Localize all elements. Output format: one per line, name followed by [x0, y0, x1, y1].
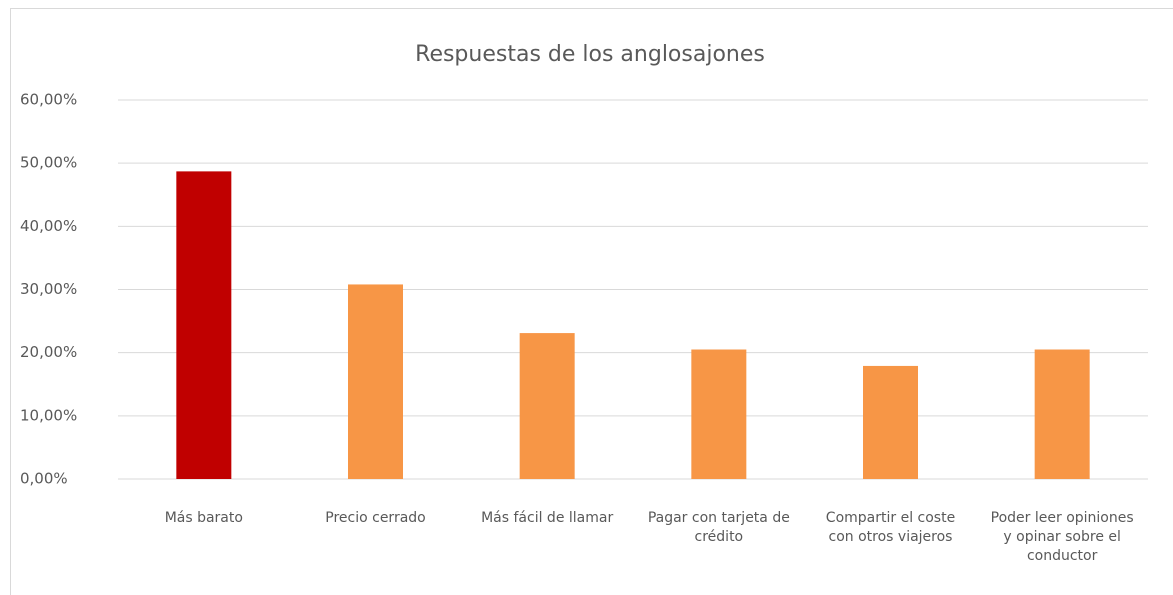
x-tick-label: Más fácil de llamar [481, 510, 614, 526]
y-tick-label: 10,00% [20, 406, 77, 424]
x-tick-label: Compartir el coste con otros viajeros [825, 510, 956, 545]
bar [691, 349, 747, 479]
y-tick-label: 0,00% [20, 470, 68, 488]
bar [176, 171, 232, 479]
chart-title: Respuestas de los anglosajones [415, 42, 765, 67]
x-tick-label: Poder leer opiniones y opinar sobre el c… [990, 510, 1134, 564]
y-tick-label: 20,00% [20, 343, 77, 361]
x-tick-label: Más barato [164, 510, 243, 526]
y-tick-label: 60,00% [20, 91, 77, 109]
bar [519, 333, 575, 479]
y-tick-label: 40,00% [20, 217, 77, 235]
x-tick-label: Pagar con tarjeta de crédito [647, 510, 790, 545]
bar [348, 284, 403, 479]
y-tick-label: 50,00% [20, 154, 77, 172]
bar [1034, 349, 1090, 479]
y-tick-label: 30,00% [20, 280, 77, 298]
x-tick-label: Precio cerrado [325, 510, 426, 526]
bar [863, 365, 918, 479]
